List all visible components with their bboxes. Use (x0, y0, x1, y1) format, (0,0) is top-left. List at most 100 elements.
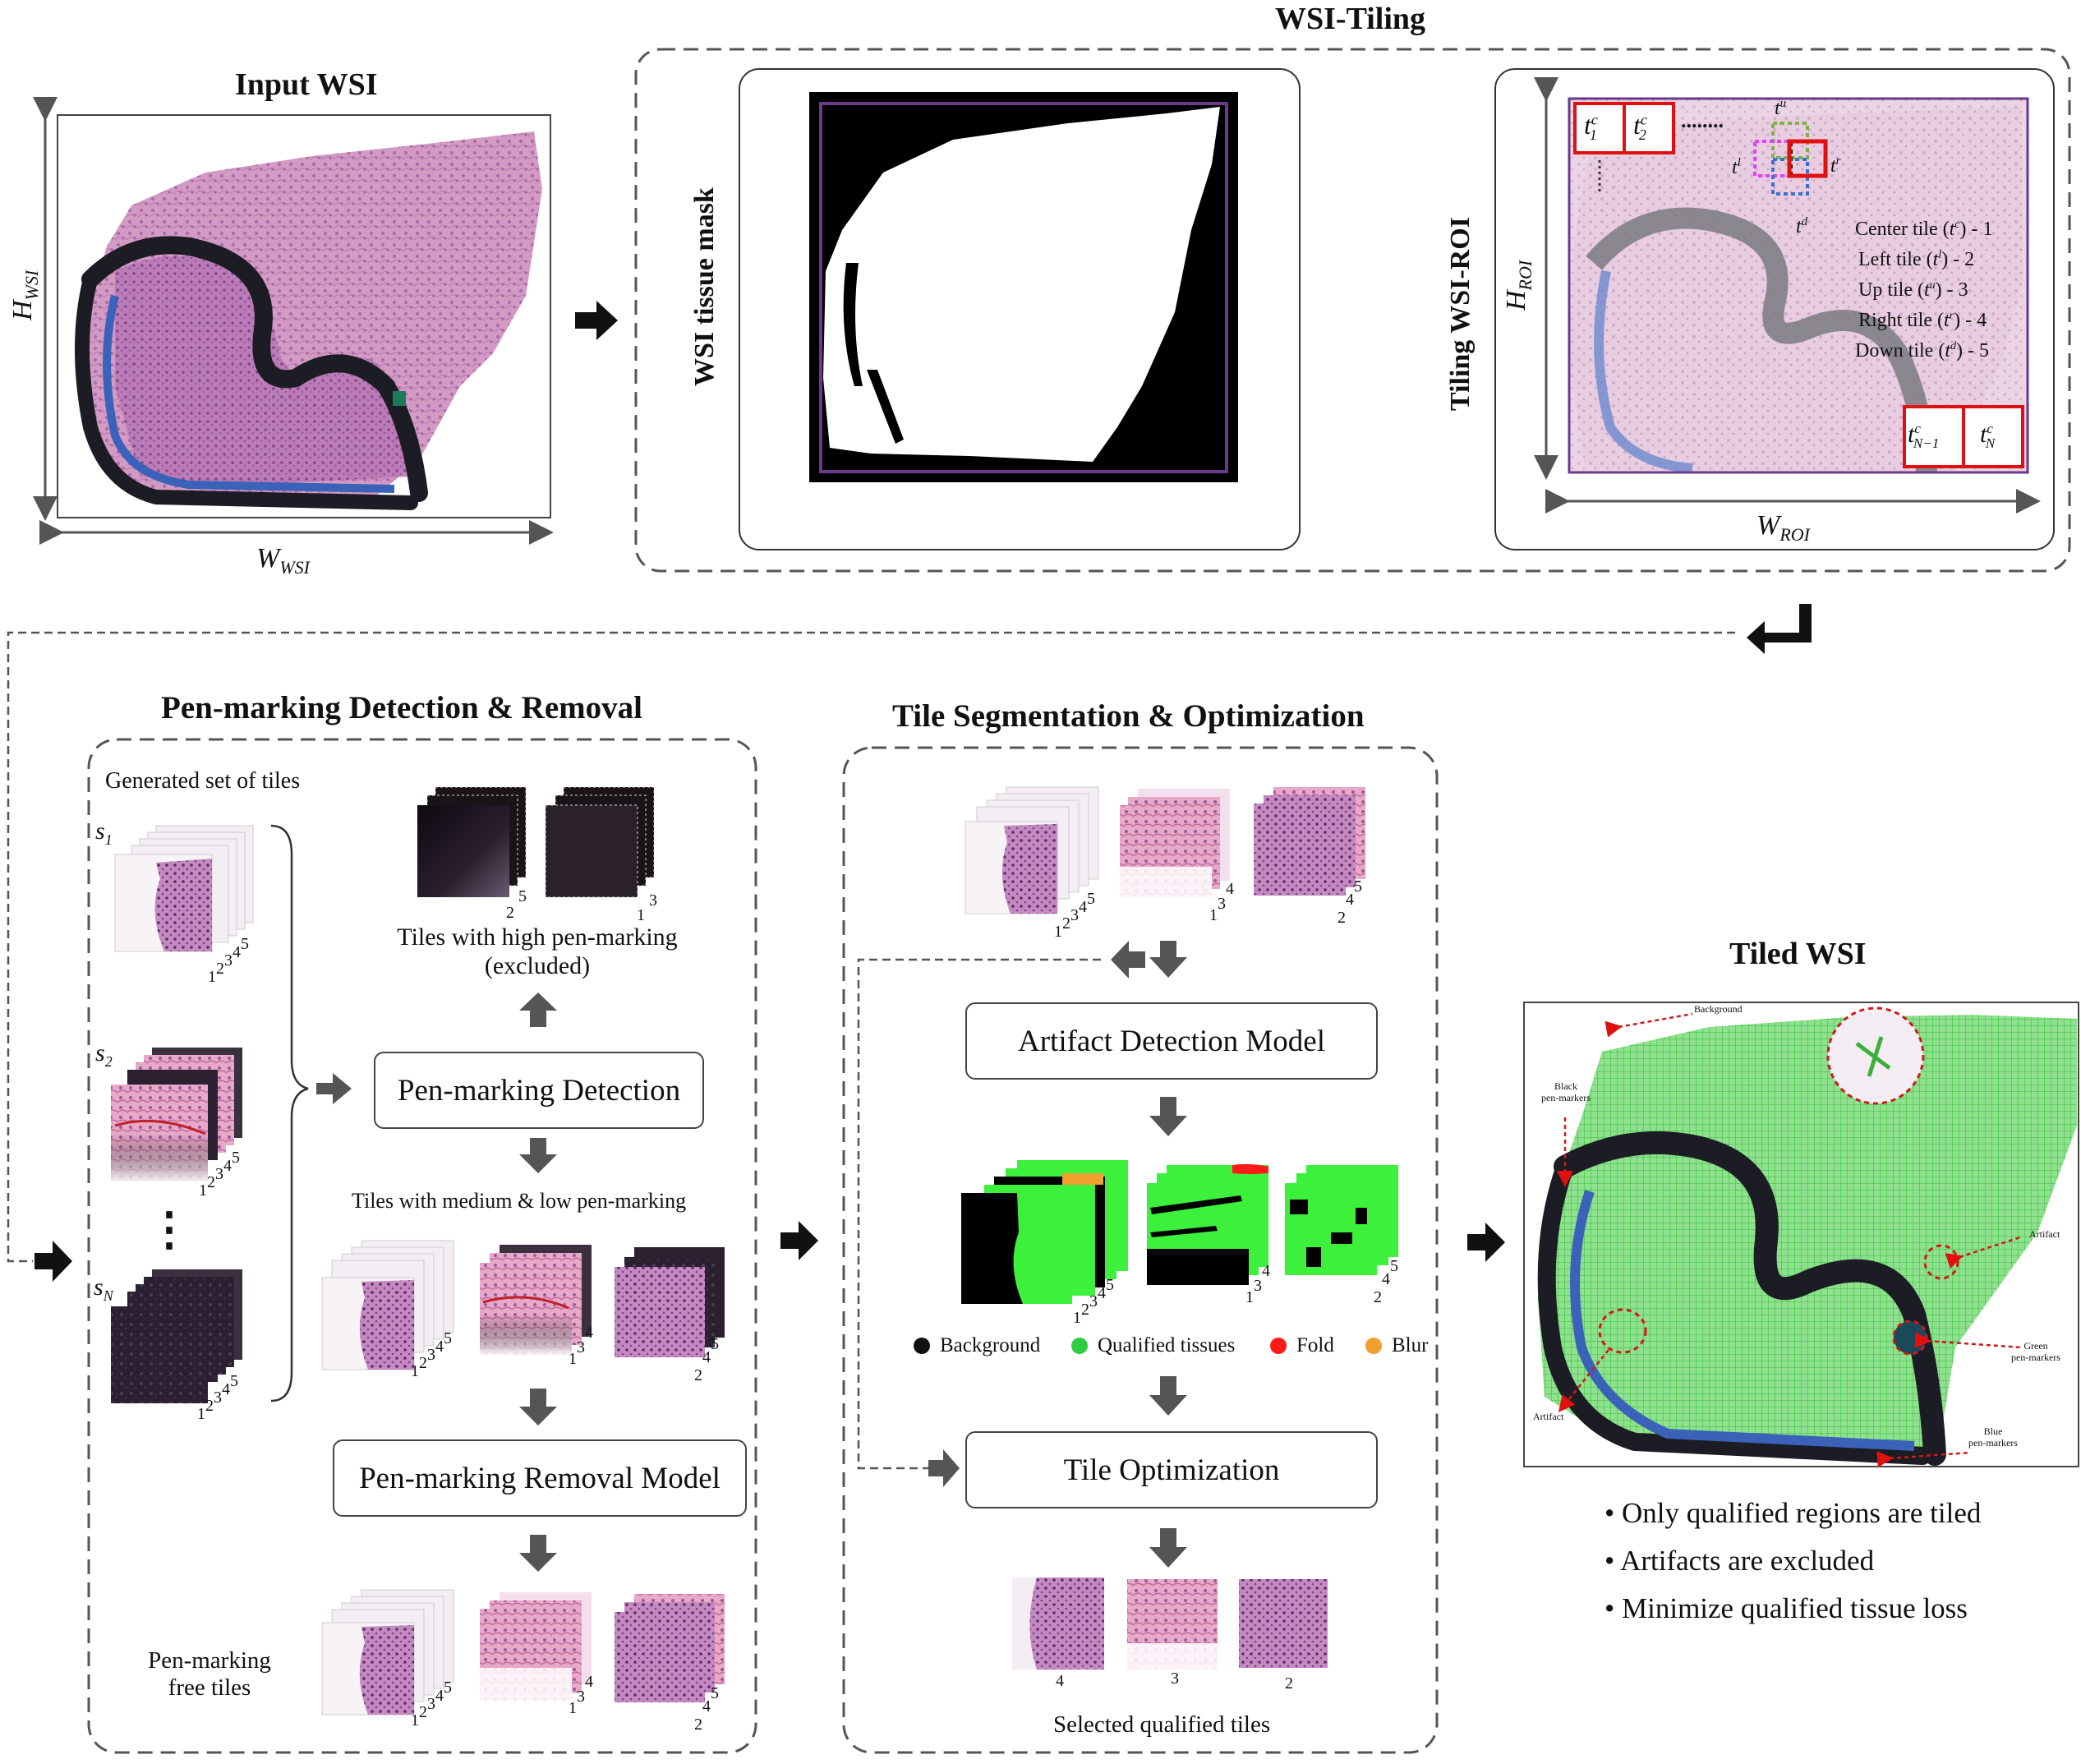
sn-label: sN (94, 1273, 113, 1304)
down-arrow-icon (1149, 1528, 1187, 1568)
selected-tile-2 (1239, 1579, 1328, 1668)
seg-section-title: Tile Segmentation & Optimization (892, 698, 1365, 734)
pen-detection-button[interactable]: Pen-marking Detection (374, 1052, 704, 1129)
roi-tile-2 (1623, 102, 1675, 154)
tiled-wsi-blue-pen (1570, 1190, 1915, 1451)
tile-label-t1: tc1 (1584, 110, 1598, 144)
stack-brace (270, 824, 309, 1402)
legend-dot-icon (1270, 1338, 1287, 1354)
legend-dot-icon (914, 1338, 930, 1354)
tile-stack-s2 (111, 1048, 242, 1181)
roi-tile-1 (1573, 102, 1626, 154)
selected-num-3: 3 (1171, 1670, 1179, 1688)
down-arrow-icon (519, 1535, 557, 1572)
annot-blue-pen-label: Blue pen-markers (1968, 1425, 2018, 1449)
right-arrow-icon (780, 1221, 818, 1260)
high-pen-tile-stack-a (417, 786, 527, 897)
tile-legend-item: Right tile (tr) - 4 (1858, 310, 1987, 331)
medium-pen-label: Tiles with medium & low pen-marking (352, 1189, 687, 1213)
tiled-wsi-tissue (1538, 1015, 2077, 1454)
tile-stack-s1 (114, 825, 254, 952)
tiled-wsi-title: Tiled WSI (1729, 937, 1867, 971)
annot-black-pen-label: Black pen-markers (1541, 1080, 1591, 1103)
bullet-artifacts-excluded: • Artifacts are excluded (1604, 1545, 1875, 1577)
tile-stack-sn (111, 1269, 242, 1403)
tile-label-tn: tcN (1980, 421, 1996, 451)
stack-num-med-a: 12345 (411, 1329, 452, 1380)
stack-num-high-a: 2 5 (506, 887, 527, 922)
tile-label-tn1: tcN−1 (1908, 421, 1940, 451)
mask-hole-1 (843, 263, 863, 386)
tile-label-tr: tr (1830, 154, 1841, 177)
down-arrow-icon (519, 1389, 557, 1425)
roi-blue-pen (1594, 269, 1693, 473)
s1-label: s1 (95, 818, 113, 848)
seg-mask-stack-a (961, 1160, 1128, 1304)
bullet-minimize-loss: • Minimize qualified tissue loss (1604, 1592, 1968, 1624)
pen-removal-button[interactable]: Pen-marking Removal Model (333, 1439, 747, 1517)
w-wsi-label: WWSI (256, 543, 310, 578)
medium-pen-tile-stack-c (615, 1247, 725, 1357)
tile-legend-item: Left tile (tl) - 2 (1858, 249, 1975, 270)
up-arrow-icon (519, 993, 557, 1027)
high-pen-label: Tiles with high pen-marking (excluded) (397, 923, 678, 979)
stack-num-seg-c: 245 (1337, 877, 1362, 927)
h-roi-label: HROI (1501, 260, 1535, 311)
mask-tissue-shape (823, 107, 1220, 462)
mask-hole-2 (867, 370, 904, 444)
high-pen-tile-stack-b (545, 786, 655, 898)
return-arrow-icon (1747, 604, 1812, 654)
tile-label-tl: tl (1732, 156, 1741, 178)
medium-pen-tile-stack-b (480, 1245, 592, 1355)
legend-fold: Fold (1270, 1334, 1334, 1357)
input-wsi-black-pen (81, 236, 428, 502)
annot-background-label: Background (1694, 1003, 1743, 1015)
right-arrow-icon (1467, 1223, 1505, 1262)
roi-tile-n (1962, 405, 2024, 468)
stack-num-mask-a: 12345 (1073, 1276, 1114, 1327)
annot-artifact-right-label: Artifact (2029, 1228, 2060, 1240)
annot-green-pen-label: Green pen-markers (2011, 1340, 2060, 1363)
roi-label: Tiling WSI-ROI (1445, 217, 1476, 411)
right-arrow-icon (35, 1241, 72, 1282)
selected-tiles-label: Selected qualified tiles (1053, 1711, 1271, 1738)
tile-legend-item: Center tile (tc) - 1 (1855, 219, 1993, 240)
stack-num-seg-b: 134 (1209, 880, 1234, 924)
center-tile (1787, 139, 1828, 178)
legend-qualified: Qualified tissues (1071, 1334, 1235, 1357)
input-wsi-black-pen-left (75, 272, 418, 510)
right-arrow-icon (928, 1449, 960, 1487)
artifact-detection-button[interactable]: Artifact Detection Model (965, 1002, 1378, 1080)
free-tile-stack-c (615, 1594, 725, 1702)
down-arrow-icon (1149, 941, 1187, 978)
selected-num-4: 4 (1056, 1672, 1064, 1690)
annot-circle-artifact-left (1598, 1308, 1647, 1354)
stack-num-s2: 12345 (199, 1149, 240, 1200)
legend-background: Background (914, 1334, 1040, 1357)
legend-blur: Blur (1365, 1334, 1428, 1357)
bullet-qualified-tiled: • Only qualified regions are tiled (1604, 1497, 1982, 1529)
stack-num-med-c: 245 (694, 1335, 719, 1384)
roi-frame (1568, 97, 2029, 474)
annot-circle-green-pen (1892, 1320, 1928, 1356)
medium-pen-tile-stack-a (321, 1240, 454, 1370)
vertical-ellipsis: ⋮ (146, 1204, 192, 1255)
input-wsi-blue-pen (103, 294, 395, 493)
h-wsi-label: HWSI (7, 269, 42, 320)
roi-horizontal-dots: ........ (1681, 108, 1724, 132)
tile-legend: Center tile (tc) - 1 Left tile (tl) - 2 … (1855, 212, 1993, 364)
stack-num-s1: 12345 (208, 935, 249, 986)
w-roi-label: WROI (1756, 510, 1810, 545)
tile-label-td: td (1796, 215, 1808, 237)
tiled-wsi-black-pen-left (1537, 1158, 1931, 1465)
down-arrow-icon (1149, 1097, 1187, 1136)
left-arrow-icon (1111, 941, 1145, 979)
tile-optimization-button[interactable]: Tile Optimization (965, 1431, 1378, 1508)
legend-dot-icon (1071, 1338, 1088, 1354)
seg-input-stack-a (965, 786, 1099, 914)
legend-dot-icon (1365, 1338, 1382, 1354)
stack-num-free-c: 245 (694, 1684, 719, 1734)
mask-label: WSI tissue mask (689, 187, 720, 386)
down-arrow-icon (1149, 1376, 1187, 1416)
